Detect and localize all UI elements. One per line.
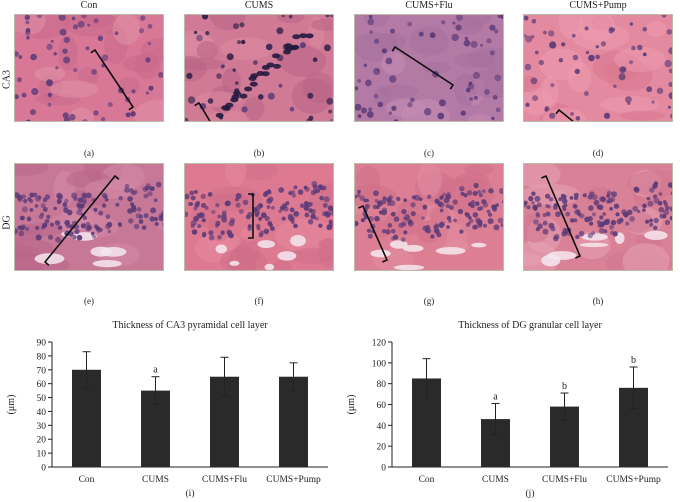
thickness-bracket [541,174,582,259]
thickness-bracket [358,204,389,263]
thickness-bracket [391,45,455,90]
chart-panel-label: (j) [526,488,535,499]
y-axis-label: (μm) [6,395,17,415]
x-tick-label: CUMS+Pump [606,475,661,485]
chart-title: Thickness of DG granular cell layer [458,320,602,331]
y-tick-label: 60 [377,401,387,411]
y-tick-label: 100 [372,359,387,369]
micrograph-panel-b [184,14,334,122]
x-tick-label: Con [419,475,435,485]
y-axis-label: (μm) [346,395,357,415]
panel-label-f: (f) [254,296,264,306]
y-tick-label: 80 [37,352,47,362]
micrograph-panel-e [14,163,164,271]
y-tick-label: 0 [381,464,386,474]
panel-label-e: (e) [84,296,94,306]
significance-label: a [153,365,158,376]
column-title-cums-pump: CUMS+Pump [569,0,627,11]
micrograph-panel-f [184,163,334,271]
column-title-cums: CUMS [244,0,274,11]
panel-label-b: (b) [253,148,265,158]
column-title-con: Con [80,0,98,11]
thickness-bracket [43,174,120,266]
thickness-bracket [248,193,254,239]
y-tick-label: 70 [37,366,47,376]
panel-label-h: (h) [592,296,604,306]
y-tick-label: 80 [377,380,387,390]
x-tick-label: CUMS+Flu [202,475,247,485]
thickness-bracket [90,48,135,111]
significance-label: b [631,355,636,366]
y-tick-label: 40 [37,408,47,418]
chart-title: Thickness of CA3 pyramidal cell layer [112,320,268,331]
y-tick-label: 30 [37,422,47,432]
y-tick-label: 40 [377,422,387,432]
micrograph-panel-h [523,163,673,271]
x-tick-label: CUMS+Pump [266,475,321,485]
significance-label: a [493,391,498,402]
y-tick-label: 120 [372,339,387,349]
significance-label: b [562,381,567,392]
micrograph-panel-d [523,14,673,122]
row-label-dg: DG [1,215,13,230]
panel-label-g: (g) [423,296,435,306]
panel-label-c: (c) [424,148,434,158]
column-title-cums-flu: CUMS+Flu [405,0,453,11]
x-tick-label: CUMS [482,475,509,485]
y-tick-label: 60 [37,380,47,390]
panel-label-d: (d) [592,148,604,158]
y-tick-label: 20 [37,436,47,446]
x-tick-label: CUMS+Flu [542,475,587,485]
micrograph-panel-c [354,14,504,122]
y-tick-label: 0 [41,464,46,474]
micrograph-panel-g [354,163,504,271]
y-tick-label: 10 [37,450,47,460]
chart-ca3-thickness: Thickness of CA3 pyramidal cell layer (μm… [6,320,328,499]
panel-label-a: (a) [84,148,94,158]
y-tick-label: 90 [37,339,47,349]
thickness-bracket [194,101,211,121]
x-tick-label: Con [79,475,95,485]
x-tick-label: CUMS [142,475,169,485]
y-tick-label: 50 [37,394,47,404]
chart-dg-thickness: Thickness of DG granular cell layer (μm) 0… [346,320,668,499]
chart-panel-label: (i) [186,488,195,499]
micrograph-panel-a [14,14,164,122]
row-label-ca3: CA3 [1,70,13,89]
y-tick-label: 20 [377,443,387,453]
thickness-bracket [555,108,574,121]
bar [279,376,308,467]
